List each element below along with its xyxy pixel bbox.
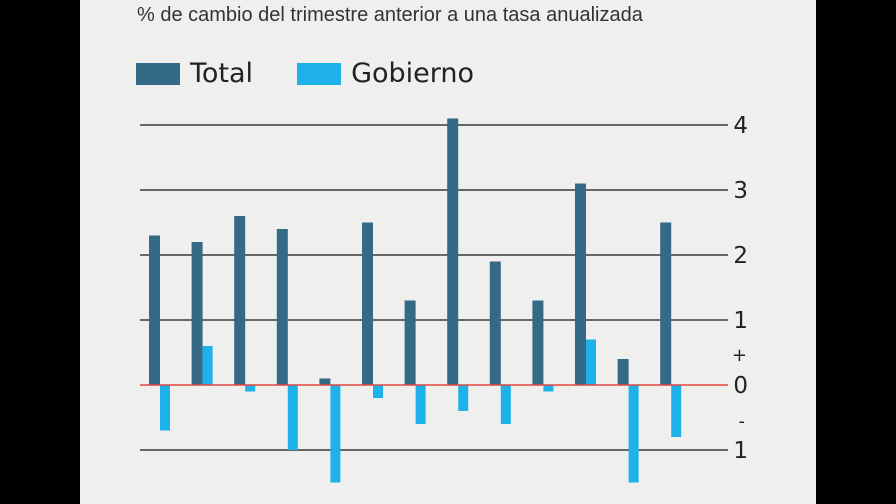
chart-legend: Total Gobierno	[136, 58, 518, 89]
legend-item-total: Total	[136, 58, 253, 89]
bar-total	[234, 216, 246, 385]
bar-gobierno	[373, 385, 383, 398]
bar-gobierno	[160, 385, 170, 431]
bar-total	[191, 242, 203, 385]
bar-gobierno	[671, 385, 682, 437]
bar-total	[404, 300, 416, 385]
bar-total	[617, 359, 629, 385]
bar-gobierno	[330, 385, 341, 483]
bar-total	[447, 118, 459, 385]
bar-gobierno	[543, 385, 554, 392]
legend-label-total: Total	[190, 58, 254, 89]
y-sign-plus: +	[732, 345, 747, 366]
bar-total	[149, 235, 160, 385]
bar-gobierno	[628, 385, 639, 483]
chart-subtitle: % de cambio del trimestre anterior a una…	[137, 4, 643, 26]
bar-total	[532, 300, 544, 385]
bar-gobierno	[245, 385, 256, 392]
y-tick-label: 1	[733, 308, 748, 334]
legend-swatch-gobierno	[297, 62, 342, 85]
y-tick-label: 2	[733, 243, 748, 269]
bar-gobierno	[500, 385, 511, 424]
legend-label-gobierno: Gobierno	[351, 58, 475, 89]
bar-gobierno	[586, 339, 596, 385]
legend-swatch-total	[136, 62, 180, 85]
chart-panel: % de cambio del trimestre anterior a una…	[80, 0, 816, 504]
bar-chart: 4 3 2 1 0 1 + -	[140, 113, 748, 483]
bar-total	[319, 378, 331, 385]
bar-gobierno	[202, 346, 213, 385]
bar-total	[660, 222, 672, 385]
bar-total	[276, 229, 288, 385]
y-tick-label: 0	[733, 373, 748, 399]
legend-item-gobierno: Gobierno	[297, 58, 474, 89]
bar-gobierno	[287, 385, 298, 450]
bar-total	[575, 183, 586, 385]
y-tick-label: 4	[733, 113, 748, 139]
y-tick-label: 1	[733, 438, 748, 464]
y-tick-label: 3	[733, 178, 748, 204]
bar-gobierno	[458, 385, 469, 411]
y-sign-minus: -	[739, 411, 746, 432]
bar-total	[362, 222, 373, 385]
bar-gobierno	[415, 385, 426, 424]
bar-total	[489, 261, 501, 385]
